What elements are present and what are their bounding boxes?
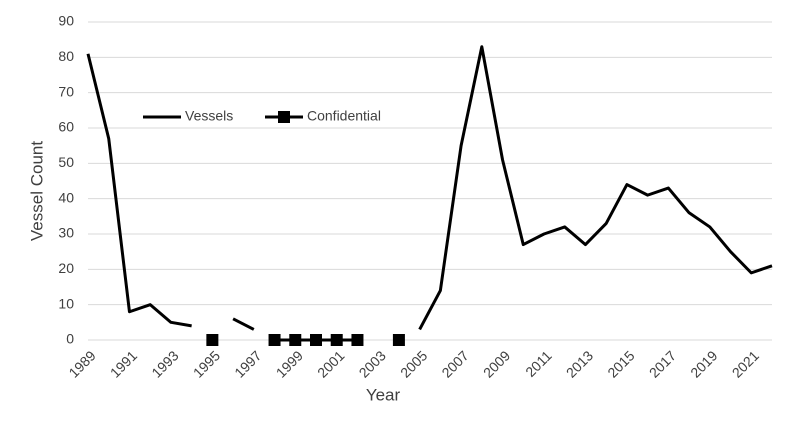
series-line (418, 45, 773, 331)
y-tick-label: 0 (66, 331, 74, 347)
x-tick-label: 1997 (231, 347, 264, 380)
x-tick-label: 2015 (604, 347, 637, 380)
y-tick-label: 60 (58, 119, 74, 135)
x-tick-label: 2009 (480, 347, 513, 380)
marker (206, 334, 219, 346)
x-tick-label: 2007 (438, 347, 471, 380)
x-tick-label: 1995 (190, 347, 223, 380)
y-tick-label: 30 (58, 225, 74, 241)
x-tick-label: 2011 (522, 347, 555, 380)
x-tick-label: 1991 (107, 347, 140, 380)
y-tick-label: 10 (58, 295, 74, 311)
marker (330, 334, 343, 346)
x-tick-label: 2013 (563, 347, 596, 380)
x-tick-label: 2003 (356, 347, 389, 380)
y-tick-label: 70 (58, 83, 74, 99)
x-tick-label: 1989 (65, 347, 98, 380)
x-tick-label: 2005 (397, 347, 430, 380)
marker (268, 334, 281, 346)
x-tick-label: 2017 (646, 347, 679, 380)
marker (392, 334, 405, 346)
series-line (232, 317, 255, 331)
x-tick-label: 1999 (273, 347, 306, 380)
series-line (86, 53, 192, 328)
x-tick-label: 1993 (148, 347, 181, 380)
y-tick-label: 90 (58, 13, 74, 29)
marker (310, 334, 322, 346)
x-tick-label: 2019 (687, 347, 720, 380)
marker (351, 334, 364, 346)
x-axis-title: Year (366, 385, 401, 404)
y-tick-label: 40 (58, 189, 74, 205)
legend-marker (278, 111, 290, 123)
y-axis-title: Vessel Count (27, 141, 46, 241)
y-tick-label: 80 (58, 48, 74, 64)
legend-label: Vessels (185, 108, 233, 124)
x-tick-label: 2001 (314, 347, 347, 380)
legend-label: Confidential (307, 108, 381, 124)
y-tick-label: 20 (58, 260, 74, 276)
x-tick-label: 2021 (729, 347, 762, 380)
y-tick-label: 50 (58, 154, 74, 170)
marker (289, 334, 302, 346)
